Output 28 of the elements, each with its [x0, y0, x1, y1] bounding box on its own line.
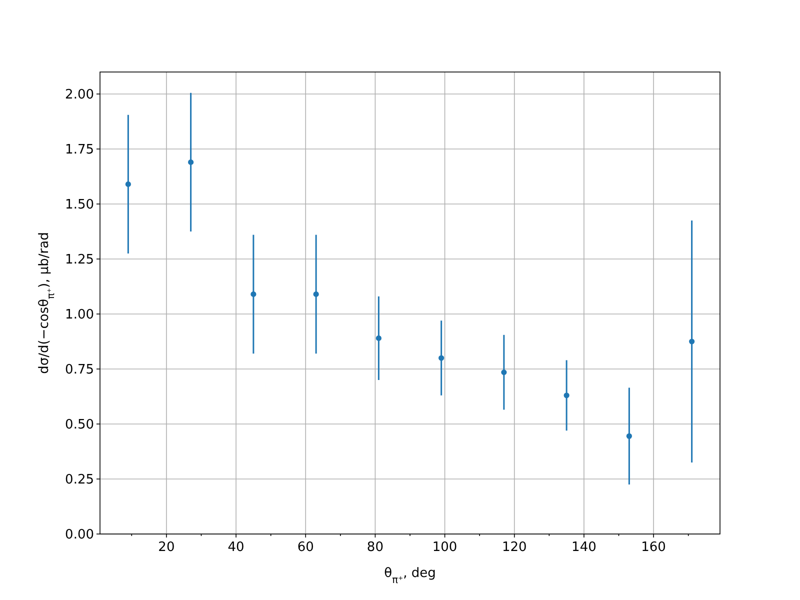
- x-tick-label: 120: [502, 540, 527, 555]
- x-tick-label: 40: [228, 540, 244, 555]
- x-tick-label: 80: [366, 540, 384, 555]
- y-tick-label: 1.25: [65, 252, 94, 268]
- x-tick-label: 160: [641, 540, 666, 555]
- y-tick-label: 0.25: [65, 472, 94, 488]
- x-axis-title: θ$_{π⁺}$, deg: [384, 566, 436, 586]
- point: [250, 291, 256, 297]
- point: [125, 181, 131, 187]
- point: [626, 433, 632, 439]
- x-tick-label: 140: [572, 540, 596, 555]
- point: [376, 335, 382, 341]
- x-tick-label: 60: [297, 540, 314, 555]
- point: [501, 370, 507, 376]
- point: [564, 392, 570, 398]
- x-tick-label: 20: [158, 540, 175, 555]
- y-tick-label: 0.75: [65, 362, 94, 378]
- y-tick-label: 1.50: [65, 198, 94, 212]
- point: [188, 159, 194, 165]
- point: [438, 355, 444, 361]
- x-tick-label: 100: [432, 540, 458, 555]
- y-tick-label: 0.50: [65, 418, 94, 432]
- y-tick-label: 1.00: [65, 308, 94, 322]
- y-tick-label: 2.00: [65, 88, 94, 102]
- point: [689, 338, 695, 344]
- y-tick-label: 0.00: [65, 528, 94, 542]
- y-tick-label: 1.75: [65, 142, 94, 158]
- point: [313, 291, 319, 297]
